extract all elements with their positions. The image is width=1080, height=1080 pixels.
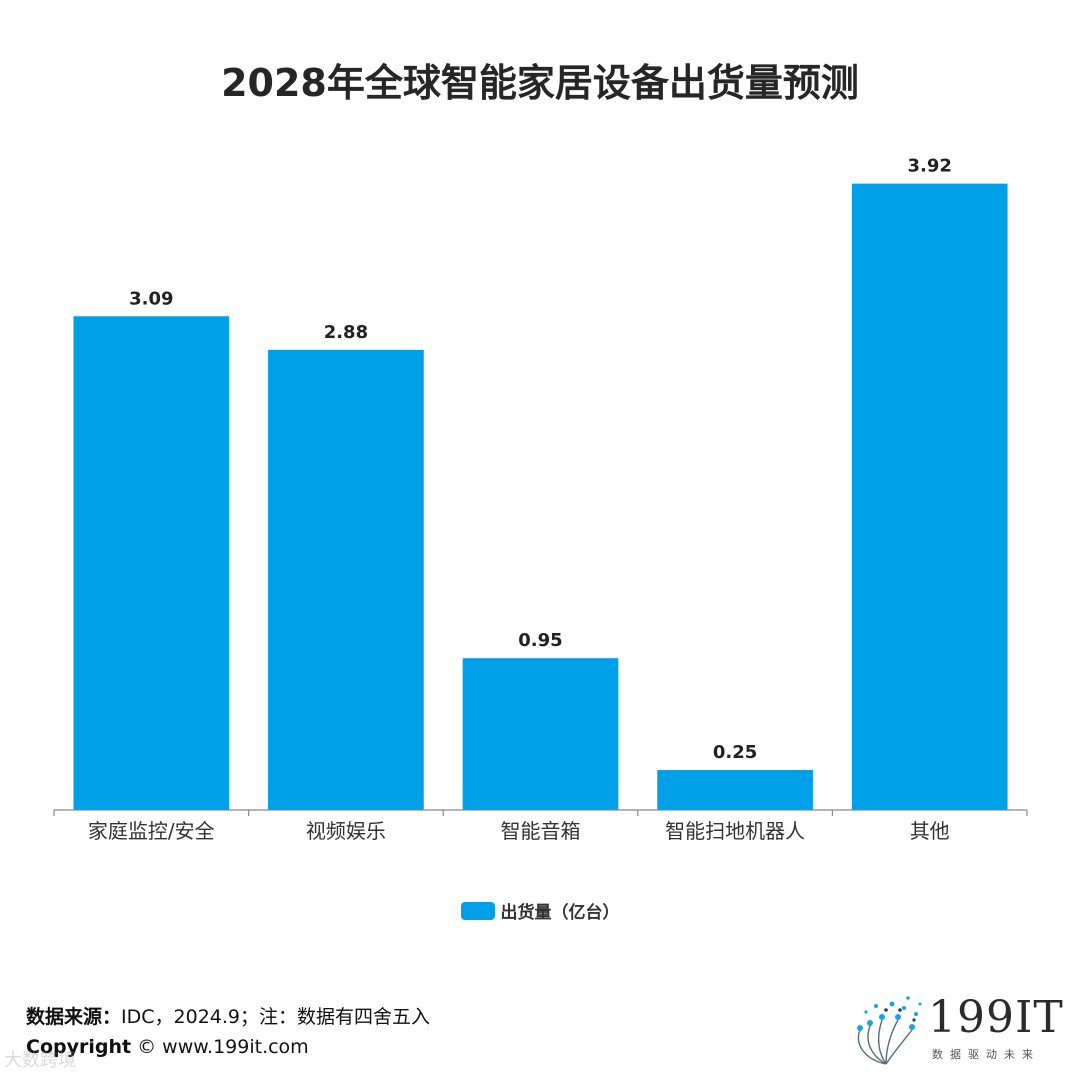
logo-dots-icon (857, 996, 922, 1065)
bar-4 (851, 183, 1008, 811)
data-label-2: 0.95 (518, 630, 562, 651)
data-label-1: 2.88 (324, 322, 368, 343)
bar-3 (657, 770, 813, 810)
source-label: 数据来源： (26, 1006, 122, 1028)
data-label-3: 0.25 (713, 742, 757, 763)
bar-chart: 3.09 家庭监控/安全 2.88 视频娱乐 0.95 智能音箱 0.25 智能扫地机器人 3.… (53, 156, 1028, 843)
legend-swatch (460, 901, 495, 920)
legend-label: 出货量（亿台） (500, 903, 620, 923)
logo-tagline: 数据驱动未来 (932, 1048, 1040, 1061)
copyright-label: Copyright (26, 1036, 132, 1058)
brand-logo: 199IT 数据驱动未来 (846, 990, 1066, 1070)
category-label-0: 家庭监控/安全 (88, 819, 215, 843)
footer-source: 数据来源：IDC，2024.9；注：数据有四舍五入 (26, 1002, 430, 1029)
data-label-4: 3.92 (907, 156, 951, 177)
copyright-text: © www.199it.com (137, 1036, 309, 1058)
data-label-0: 3.09 (129, 288, 173, 309)
logo-text: 199IT (928, 992, 1064, 1043)
bar-0 (73, 316, 230, 810)
legend: 出货量（亿台） (0, 898, 1080, 923)
category-label-3: 智能扫地机器人 (665, 819, 805, 843)
category-label-4: 其他 (910, 819, 950, 843)
source-text: IDC，2024.9；注：数据有四舍五入 (121, 1006, 430, 1028)
bar-2 (462, 658, 619, 810)
chart-title: 2028年全球智能家居设备出货量预测 (221, 61, 859, 105)
watermark: 大数跨境 (4, 1050, 76, 1071)
category-label-2: 智能音箱 (501, 819, 581, 843)
footer-copyright: Copyright © www.199it.com (26, 1036, 309, 1058)
bar-1 (268, 349, 424, 810)
category-label-1: 视频娱乐 (306, 819, 386, 843)
